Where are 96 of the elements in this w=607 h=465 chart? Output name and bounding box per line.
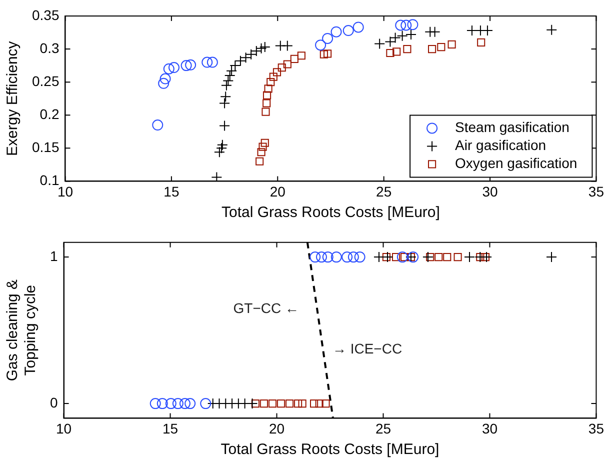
point	[240, 52, 252, 64]
point	[330, 26, 342, 38]
point	[202, 56, 213, 68]
point	[256, 157, 264, 166]
point	[283, 60, 292, 68]
annotation: GT−CC ←	[233, 300, 299, 316]
y-tick-label: 0.1	[40, 172, 60, 188]
y-tick-label: 1	[50, 248, 58, 264]
x-tick-label: 30	[482, 420, 498, 436]
x-tick-label: 15	[162, 420, 178, 436]
point	[246, 48, 257, 60]
point	[272, 68, 282, 76]
point	[322, 32, 334, 44]
point	[220, 80, 232, 91]
point	[374, 38, 386, 50]
y-axis-title: Gas cleaning & Topping cycle	[4, 279, 40, 382]
point	[224, 70, 236, 81]
point	[320, 50, 328, 58]
point	[392, 48, 401, 56]
x-tick-label: 15	[164, 183, 180, 200]
annotation: → ICE−CC	[332, 340, 402, 356]
x-tick-label: 25	[375, 420, 392, 436]
point	[437, 43, 446, 52]
point	[262, 99, 271, 108]
y-axis-title: Exergy Efficiency	[4, 40, 22, 156]
point	[180, 60, 192, 72]
point	[185, 59, 196, 70]
point	[403, 45, 412, 54]
point	[216, 142, 228, 154]
point	[163, 63, 174, 74]
point	[234, 55, 246, 66]
point	[216, 139, 228, 150]
x-tick-label: 10	[57, 183, 74, 200]
point	[400, 20, 412, 31]
point	[352, 22, 364, 33]
point	[297, 52, 306, 60]
point	[282, 40, 293, 52]
point	[269, 72, 278, 81]
point	[226, 65, 238, 76]
x-tick-label: 25	[376, 183, 392, 200]
point	[407, 19, 418, 30]
point	[477, 38, 486, 46]
point	[259, 42, 270, 53]
point	[278, 64, 286, 72]
y-tick-label: 0.25	[32, 72, 60, 89]
x-axis-title: Total Grass Roots Costs [MEuro]	[222, 204, 440, 222]
point	[406, 29, 417, 40]
point	[262, 108, 270, 116]
point	[219, 98, 230, 109]
x-axis-title: Total Grass Roots Costs [MEuro]	[220, 441, 440, 458]
point	[211, 172, 222, 182]
point	[160, 73, 171, 84]
point	[342, 25, 354, 36]
point	[384, 36, 396, 48]
point	[264, 84, 272, 93]
y-tick-label: 0.2	[40, 106, 60, 122]
x-tick-label: 20	[268, 420, 285, 436]
legend-label: Oxygen gasification	[455, 155, 578, 172]
point	[386, 48, 394, 58]
point	[428, 45, 436, 54]
point	[152, 120, 164, 131]
point	[258, 142, 267, 151]
x-tick-label: 35	[588, 183, 604, 200]
point	[324, 50, 332, 58]
y-tick-label: 0	[50, 394, 58, 410]
point	[168, 62, 180, 74]
point	[256, 42, 267, 54]
point	[546, 24, 558, 36]
point	[395, 20, 406, 31]
point	[260, 138, 269, 147]
point	[390, 32, 401, 44]
point	[315, 40, 326, 51]
y-tick-label: 0.15	[32, 139, 60, 156]
y-tick-label: 0.35	[32, 6, 60, 23]
point	[219, 120, 230, 132]
point	[429, 26, 440, 38]
point	[448, 40, 456, 48]
legend-label: Steam gasification	[455, 119, 570, 136]
y-tick-label: 0.3	[40, 40, 60, 56]
point	[158, 78, 170, 89]
point	[206, 56, 218, 68]
point	[257, 148, 266, 156]
point	[266, 78, 275, 86]
point	[222, 75, 234, 86]
point	[250, 46, 262, 57]
point	[262, 91, 272, 100]
point	[396, 30, 408, 42]
point	[214, 146, 225, 158]
point	[220, 91, 232, 102]
x-tick-label: 10	[56, 420, 72, 436]
x-tick-label: 20	[270, 183, 286, 200]
point	[290, 54, 298, 63]
legend-label: Air gasification	[455, 137, 546, 154]
x-tick-label: 30	[482, 183, 498, 200]
point	[230, 60, 241, 72]
x-tick-label: 35	[588, 420, 604, 436]
